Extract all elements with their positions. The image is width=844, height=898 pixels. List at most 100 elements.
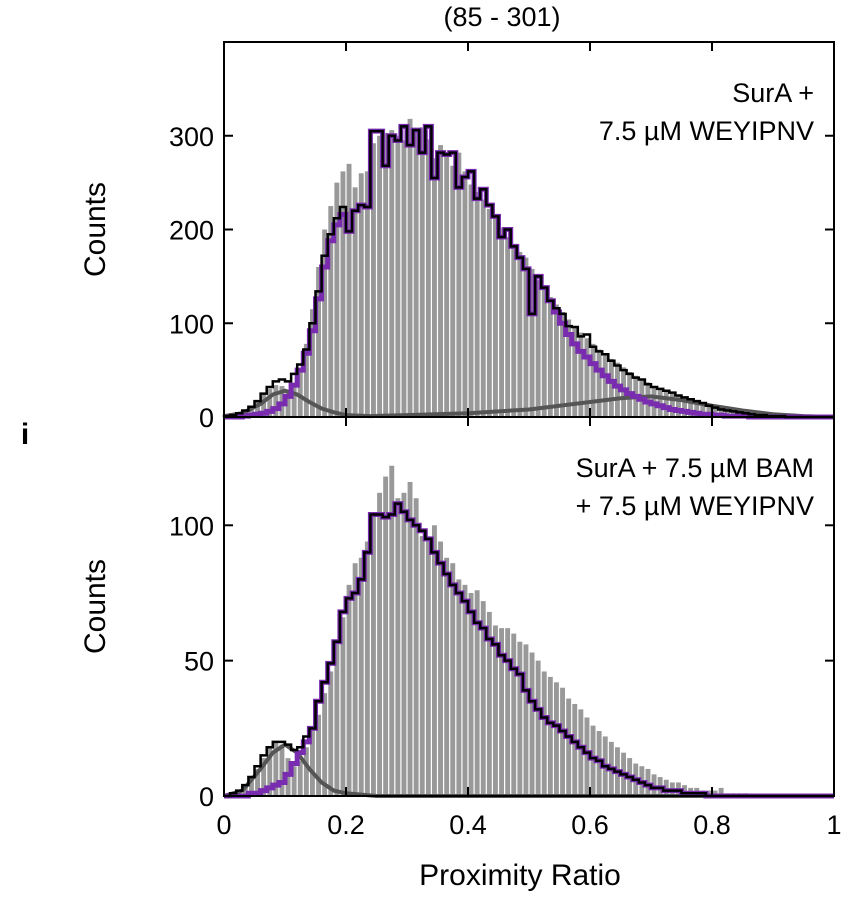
histogram-bar: [432, 525, 437, 796]
histogram-bar: [517, 641, 523, 796]
histogram-bar: [578, 709, 584, 796]
histogram-bar: [322, 229, 328, 417]
histogram-bar: [389, 130, 395, 417]
histogram-bar: [340, 171, 346, 417]
histogram-bar: [456, 152, 462, 417]
histogram-bar: [291, 766, 297, 796]
histogram-bar: [578, 332, 584, 417]
histogram-bar: [364, 171, 370, 417]
y-axis-label: Counts: [79, 182, 112, 277]
histogram-bar: [657, 388, 663, 417]
fit-total-line: [224, 502, 834, 798]
histogram-bar: [371, 514, 376, 796]
histogram-bar: [352, 563, 358, 796]
histogram-bar: [450, 563, 456, 796]
histogram-bar: [566, 698, 572, 796]
histogram-bar: [468, 184, 474, 417]
histogram-bar: [413, 132, 419, 417]
x-axis-label: Proximity Ratio: [419, 859, 621, 892]
histogram-bar: [529, 652, 535, 796]
histogram-bar: [547, 297, 553, 417]
histogram-bar: [486, 208, 492, 417]
histogram-bar: [242, 785, 248, 796]
annotation-line: 7.5 µM WEYIPNV: [599, 116, 814, 146]
histogram-bar: [419, 127, 425, 417]
histogram-bar: [364, 541, 370, 796]
histogram-bar: [249, 407, 254, 417]
x-tick-label: 0.2: [327, 810, 365, 840]
histogram-bar: [334, 182, 340, 417]
histogram-bar: [346, 584, 352, 796]
histogram-bar: [352, 187, 358, 417]
histogram-bar: [255, 402, 260, 417]
histogram-bar: [572, 703, 578, 796]
histogram-bar: [712, 407, 718, 417]
histogram-bar: [541, 671, 547, 796]
histogram-bar: [395, 498, 401, 796]
histogram-bar: [486, 611, 492, 796]
histogram-bar: [523, 257, 529, 417]
histogram-bar: [267, 747, 273, 796]
fit-main-population-line: [224, 501, 834, 799]
histogram-bar: [358, 557, 364, 796]
histogram-bar: [584, 338, 590, 417]
histogram-bar: [554, 304, 559, 417]
histogram-bar: [608, 358, 614, 417]
histogram-bar: [718, 787, 724, 796]
top-title: (85 - 301): [443, 2, 560, 32]
fit-total-line: [222, 125, 834, 419]
histogram-bar: [651, 774, 657, 796]
histogram-bar: [273, 741, 279, 796]
histogram-bar: [297, 760, 303, 796]
histogram-bar: [261, 394, 267, 417]
histogram-bar: [346, 163, 352, 417]
histogram-bar: [316, 267, 321, 417]
histogram-bar: [480, 601, 486, 796]
histogram-bar: [462, 584, 468, 796]
histogram-bar: [419, 536, 425, 796]
histogram-bar: [602, 354, 608, 417]
histogram-bar: [596, 349, 602, 417]
histogram-bar: [444, 152, 450, 417]
histogram-bar: [663, 779, 669, 796]
histogram-bar: [529, 268, 535, 417]
y-tick-label: 50: [184, 647, 214, 677]
histogram-bar: [255, 768, 260, 796]
x-tick-label: 0: [216, 810, 231, 840]
histogram-bar: [584, 717, 590, 796]
histogram-bar: [377, 492, 382, 796]
histogram-bar: [291, 387, 297, 417]
panel-letter: i: [21, 418, 29, 451]
histogram-bar: [560, 312, 565, 417]
x-tick-label: 0.8: [693, 810, 731, 840]
histogram-bar: [493, 625, 498, 796]
histogram-bar: [688, 400, 694, 417]
y-axis-label: Counts: [79, 559, 112, 654]
histogram-bar: [273, 385, 279, 417]
histogram-bar: [444, 557, 450, 796]
histogram-bar: [663, 391, 669, 417]
y-tick-label: 300: [169, 122, 214, 152]
annotation-line: SurA +: [732, 78, 814, 108]
histogram-bar: [279, 744, 285, 796]
histogram-bar: [554, 682, 559, 796]
histogram-bar: [407, 481, 413, 796]
histogram-bar: [615, 362, 620, 417]
histogram-bar: [499, 628, 504, 796]
histogram-bar: [517, 252, 523, 417]
panel-top: 0 100 200 300 Counts SurA + 7.5 µM WEYIPNV: [79, 41, 835, 433]
histogram-bar: [371, 143, 376, 417]
y-tick-label: 100: [169, 511, 214, 541]
plot-frame: [223, 416, 835, 797]
histogram-bar: [511, 246, 517, 417]
histogram-bar: [541, 289, 547, 417]
histogram-bar: [669, 393, 675, 417]
histogram-bar: [389, 465, 395, 796]
histogram-bar: [499, 227, 504, 417]
histogram-bar: [523, 644, 529, 796]
histogram-bar: [438, 541, 443, 796]
annotation-line: + 7.5 µM WEYIPNV: [576, 491, 814, 521]
histogram-bar: [261, 758, 267, 796]
histogram-bar: [505, 628, 511, 796]
histogram-bar: [285, 758, 291, 796]
